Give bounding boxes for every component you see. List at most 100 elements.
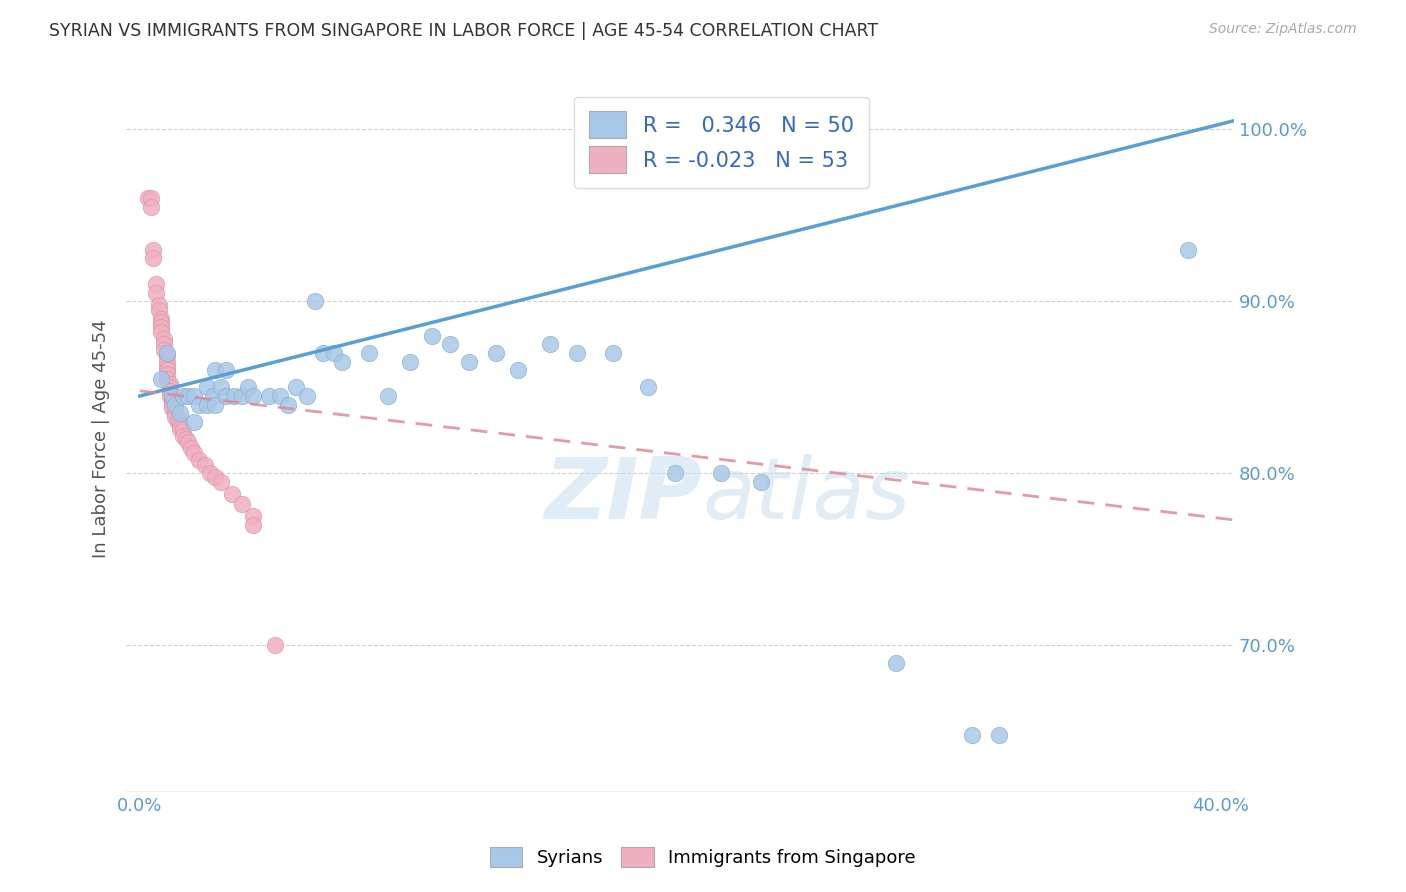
- Point: [148, 303, 170, 318]
- Point: [172, 389, 194, 403]
- Point: [194, 458, 217, 472]
- Point: [159, 389, 181, 403]
- Point: [209, 380, 232, 394]
- Text: SYRIAN VS IMMIGRANTS FROM SINGAPORE IN LABOR FORCE | AGE 45-54 CORRELATION CHART: SYRIAN VS IMMIGRANTS FROM SINGAPORE IN L…: [49, 22, 879, 40]
- Point: [439, 337, 461, 351]
- Point: [166, 411, 188, 425]
- Point: [183, 389, 205, 403]
- Point: [153, 337, 176, 351]
- Text: atlas: atlas: [702, 454, 910, 537]
- Point: [215, 389, 238, 403]
- Point: [224, 389, 246, 403]
- Point: [188, 452, 211, 467]
- Point: [145, 277, 167, 292]
- Point: [188, 398, 211, 412]
- Point: [231, 389, 253, 403]
- Point: [159, 380, 181, 394]
- Point: [377, 389, 399, 403]
- Point: [160, 398, 183, 412]
- Point: [183, 415, 205, 429]
- Point: [485, 346, 508, 360]
- Point: [304, 294, 326, 309]
- Point: [259, 389, 281, 403]
- Point: [177, 435, 200, 450]
- Point: [215, 363, 238, 377]
- Point: [142, 252, 165, 266]
- Point: [145, 285, 167, 300]
- Point: [172, 424, 194, 438]
- Point: [359, 346, 381, 360]
- Point: [960, 728, 983, 742]
- Point: [139, 191, 162, 205]
- Point: [297, 389, 319, 403]
- Point: [163, 406, 186, 420]
- Point: [231, 497, 253, 511]
- Point: [150, 320, 173, 334]
- Y-axis label: In Labor Force | Age 45-54: In Labor Force | Age 45-54: [93, 319, 110, 558]
- Point: [156, 350, 179, 364]
- Point: [156, 367, 179, 381]
- Point: [150, 372, 173, 386]
- Point: [136, 191, 159, 205]
- Point: [987, 728, 1010, 742]
- Point: [160, 396, 183, 410]
- Point: [156, 354, 179, 368]
- Point: [221, 487, 243, 501]
- Point: [156, 363, 179, 377]
- Point: [148, 298, 170, 312]
- Point: [277, 398, 299, 412]
- Point: [153, 332, 176, 346]
- Point: [195, 398, 218, 412]
- Text: Source: ZipAtlas.com: Source: ZipAtlas.com: [1209, 22, 1357, 37]
- Point: [150, 326, 173, 340]
- Point: [332, 354, 354, 368]
- Point: [180, 441, 202, 455]
- Point: [269, 389, 291, 403]
- Legend: Syrians, Immigrants from Singapore: Syrians, Immigrants from Singapore: [482, 839, 924, 874]
- Point: [637, 380, 659, 394]
- Point: [160, 401, 183, 415]
- Point: [204, 470, 226, 484]
- Point: [159, 384, 181, 398]
- Point: [709, 467, 731, 481]
- Point: [172, 428, 194, 442]
- Point: [204, 363, 226, 377]
- Point: [142, 243, 165, 257]
- Point: [749, 475, 772, 489]
- Point: [602, 346, 624, 360]
- Point: [153, 343, 176, 357]
- Point: [169, 418, 191, 433]
- Point: [236, 380, 259, 394]
- Point: [201, 389, 224, 403]
- Point: [242, 509, 264, 524]
- Point: [209, 475, 232, 489]
- Point: [160, 392, 183, 407]
- Legend: R =   0.346   N = 50, R = -0.023   N = 53: R = 0.346 N = 50, R = -0.023 N = 53: [574, 96, 869, 188]
- Point: [567, 346, 589, 360]
- Point: [156, 359, 179, 374]
- Point: [242, 518, 264, 533]
- Point: [198, 467, 221, 481]
- Point: [323, 346, 346, 360]
- Point: [174, 432, 197, 446]
- Point: [139, 200, 162, 214]
- Point: [156, 346, 179, 360]
- Point: [163, 404, 186, 418]
- Point: [150, 315, 173, 329]
- Point: [204, 398, 226, 412]
- Point: [458, 354, 481, 368]
- Point: [150, 311, 173, 326]
- Point: [242, 389, 264, 403]
- Point: [884, 656, 907, 670]
- Point: [312, 346, 335, 360]
- Point: [195, 380, 218, 394]
- Point: [263, 639, 285, 653]
- Point: [285, 380, 308, 394]
- Point: [156, 372, 179, 386]
- Text: ZIP: ZIP: [544, 454, 702, 537]
- Point: [159, 376, 181, 391]
- Point: [166, 415, 188, 429]
- Point: [1177, 243, 1199, 257]
- Point: [664, 467, 686, 481]
- Point: [177, 389, 200, 403]
